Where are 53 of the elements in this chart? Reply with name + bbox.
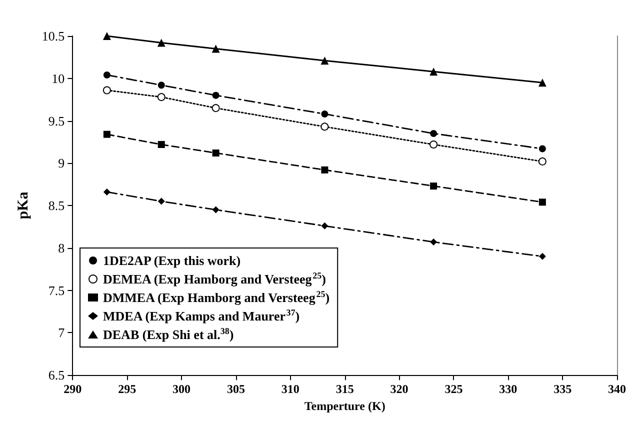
point bbox=[158, 141, 165, 148]
x-tick-label: 315 bbox=[336, 382, 354, 396]
x-tick-label: 320 bbox=[390, 382, 408, 396]
point bbox=[538, 157, 546, 166]
point bbox=[158, 82, 165, 89]
point bbox=[103, 130, 110, 138]
point bbox=[320, 56, 329, 65]
x-tick-label: 330 bbox=[499, 382, 518, 396]
point bbox=[430, 140, 438, 149]
point bbox=[321, 110, 328, 118]
point bbox=[538, 145, 546, 152]
point bbox=[430, 238, 438, 246]
x-axis-title: Temperture (K) bbox=[304, 399, 386, 413]
x-tick-label: 305 bbox=[226, 382, 245, 396]
point bbox=[212, 92, 220, 99]
y-tick-label: 6.5 bbox=[48, 368, 65, 383]
y-tick-label: 9.5 bbox=[48, 113, 65, 128]
point bbox=[538, 252, 546, 260]
y-tick-label: 10.5 bbox=[42, 28, 65, 44]
point bbox=[430, 130, 438, 137]
x-tick-label: 325 bbox=[444, 382, 463, 396]
point bbox=[321, 222, 328, 230]
point bbox=[538, 198, 546, 206]
y-tick-label: 7 bbox=[58, 325, 66, 340]
point bbox=[103, 72, 110, 78]
x-tick-label: 310 bbox=[281, 382, 300, 396]
y-tick-label: 7.5 bbox=[48, 282, 65, 298]
y-tick-label: 8 bbox=[58, 240, 65, 256]
point bbox=[103, 188, 110, 196]
x-tick-label: 300 bbox=[172, 382, 191, 396]
point bbox=[102, 86, 111, 94]
point bbox=[212, 44, 220, 53]
point bbox=[212, 104, 220, 112]
point bbox=[212, 149, 220, 156]
point bbox=[158, 198, 165, 205]
y-tick-label: 8.5 bbox=[48, 198, 65, 214]
y-axis-title: pKa bbox=[16, 191, 32, 220]
x-tick-label: 335 bbox=[554, 382, 572, 396]
point bbox=[102, 32, 111, 40]
point bbox=[157, 38, 166, 47]
point bbox=[212, 206, 220, 214]
x-tick-label: 290 bbox=[64, 382, 82, 396]
point bbox=[538, 78, 546, 87]
point bbox=[430, 68, 438, 76]
y-tick-label: 10 bbox=[52, 70, 65, 86]
y-tick-label: 9 bbox=[58, 156, 65, 171]
point bbox=[157, 93, 166, 102]
legend-label: 1DE2AP (Exp this work) bbox=[103, 253, 241, 268]
x-tick-label: 295 bbox=[118, 382, 136, 396]
point bbox=[320, 122, 329, 131]
x-tick-label: 340 bbox=[608, 382, 626, 396]
point bbox=[430, 182, 438, 190]
point bbox=[321, 166, 328, 174]
